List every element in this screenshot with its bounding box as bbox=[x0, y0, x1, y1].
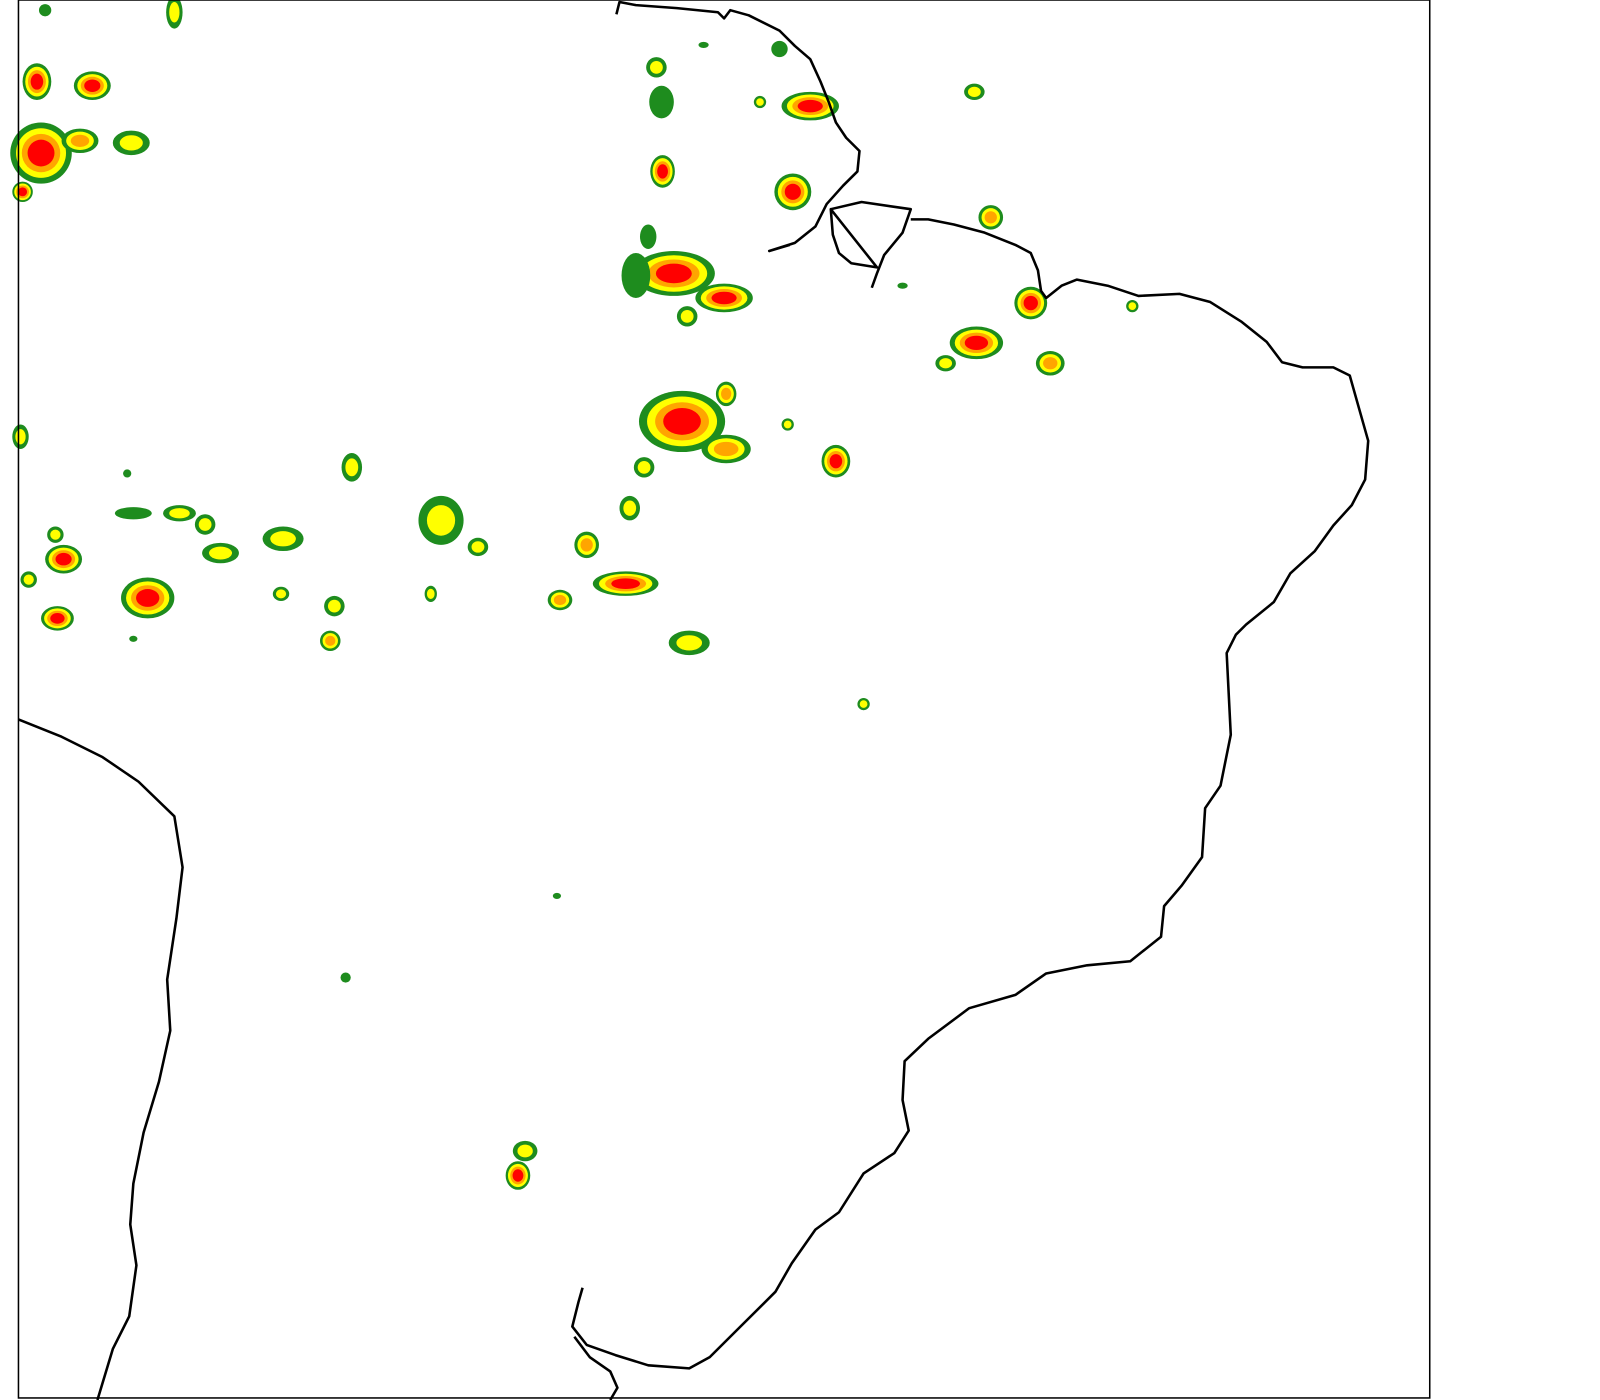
rain-light bbox=[340, 972, 351, 983]
rain-moderate bbox=[327, 599, 341, 613]
rain-moderate bbox=[1128, 302, 1137, 310]
marajo-island bbox=[829, 200, 913, 289]
rain-moderate bbox=[208, 546, 233, 560]
rain-intense bbox=[30, 73, 44, 90]
rain-moderate bbox=[198, 518, 212, 531]
rain-intense bbox=[964, 335, 989, 350]
rain-moderate bbox=[169, 508, 190, 519]
rain-moderate bbox=[345, 458, 359, 477]
rain-moderate bbox=[270, 531, 296, 547]
rain-heavy bbox=[553, 594, 567, 606]
rain-intense bbox=[784, 183, 801, 200]
rain-intense bbox=[27, 139, 55, 167]
rain-intense bbox=[18, 187, 28, 197]
rain-light bbox=[129, 635, 138, 642]
rain-moderate bbox=[426, 588, 435, 599]
rain-intense bbox=[1023, 295, 1038, 311]
rain-intense bbox=[50, 613, 65, 624]
rain-moderate bbox=[169, 2, 180, 23]
rain-heavy bbox=[721, 387, 732, 400]
rain-intense bbox=[512, 1169, 524, 1182]
rain-intense bbox=[711, 291, 737, 305]
rain-light bbox=[649, 85, 674, 119]
rain-moderate bbox=[119, 135, 143, 151]
rain-moderate bbox=[676, 635, 703, 651]
rain-moderate bbox=[471, 541, 485, 553]
rain-intense bbox=[657, 164, 668, 179]
coastline-west bbox=[17, 718, 184, 1400]
map-frame bbox=[17, 0, 1431, 1399]
rain-intense bbox=[136, 589, 160, 607]
rain-moderate bbox=[623, 500, 637, 516]
rain-light bbox=[621, 253, 651, 298]
rain-heavy bbox=[70, 134, 90, 147]
rain-light bbox=[640, 224, 657, 249]
rain-moderate bbox=[23, 574, 34, 585]
rain-heavy bbox=[984, 211, 997, 224]
rain-heavy bbox=[1043, 357, 1058, 370]
rain-moderate bbox=[680, 309, 694, 323]
rain-moderate bbox=[859, 700, 868, 708]
rain-light bbox=[123, 469, 132, 478]
rain-moderate bbox=[517, 1144, 533, 1158]
coastline-east bbox=[571, 218, 1370, 1370]
rain-moderate bbox=[756, 98, 764, 106]
rain-intense bbox=[611, 578, 640, 590]
rain-intense bbox=[55, 552, 72, 566]
rain-moderate bbox=[939, 358, 953, 369]
coastline-south bbox=[573, 1335, 619, 1400]
rain-heavy bbox=[325, 635, 336, 646]
rain-heavy bbox=[580, 538, 593, 552]
rain-moderate bbox=[650, 60, 663, 74]
rain-intense bbox=[829, 454, 843, 469]
rain-light bbox=[114, 507, 152, 520]
rain-intense bbox=[663, 408, 701, 435]
coastline-north bbox=[615, 0, 861, 253]
rain-heavy bbox=[713, 441, 739, 457]
rain-moderate bbox=[426, 505, 456, 536]
rain-moderate bbox=[637, 460, 651, 474]
rain-moderate bbox=[967, 86, 981, 97]
rain-light bbox=[552, 892, 562, 899]
rain-light bbox=[771, 40, 788, 58]
rain-moderate bbox=[50, 529, 61, 540]
rain-intense bbox=[84, 79, 101, 92]
rain-light bbox=[897, 282, 908, 289]
rain-intense bbox=[655, 263, 692, 284]
rain-intense bbox=[797, 99, 823, 113]
rain-light bbox=[698, 41, 709, 48]
rain-light bbox=[38, 4, 52, 17]
rain-moderate bbox=[783, 420, 792, 429]
rain-moderate bbox=[275, 589, 287, 599]
rain-moderate bbox=[15, 429, 26, 445]
